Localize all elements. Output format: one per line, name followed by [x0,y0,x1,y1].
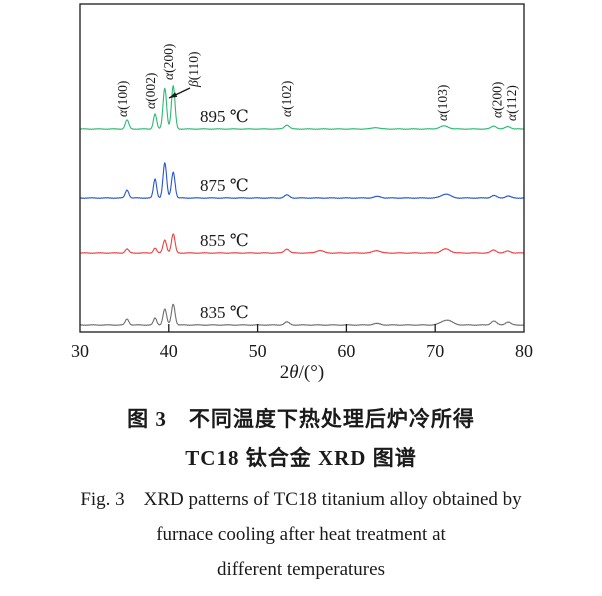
plot-border [79,3,525,333]
axis-tick-label: 40 [160,341,178,361]
caption-en-line2: furnace cooling after heat treatment at [156,524,446,545]
xrd-trace-4 [79,303,525,326]
caption-en-line3: different temperatures [217,559,385,580]
peak-label-8: α(112) [504,85,519,121]
peak-label-4: β(110) [186,52,201,88]
axis-tick-label: 50 [249,341,267,361]
axis-tick-label: 80 [515,341,533,361]
caption-zh-line2: TC18 钛合金 XRD 图谱 [185,446,417,470]
axis-tick-label: 30 [71,341,89,361]
series-label-1: 895 ℃ [200,107,249,126]
series-label-4: 835 ℃ [200,303,249,322]
xrd-trace-3 [79,233,524,254]
peak-label-3: α(200) [161,44,176,80]
xrd-trace-1 [79,85,524,130]
series-label-2: 875 ℃ [200,176,249,195]
peak-label-2: α(002) [143,73,158,109]
x-axis-label: 2θ/(°) [280,362,324,383]
caption-en-line1: Fig. 3 XRD patterns of TC18 titanium all… [80,489,522,510]
annotation-arrowhead [169,92,178,98]
figure-caption: 图 3 不同温度下热处理后炉冷所得 TC18 钛合金 XRD 图谱 Fig. 3… [0,406,602,581]
axis-tick-label: 60 [337,341,355,361]
series-label-3: 855 ℃ [200,231,249,250]
peak-label-6: α(103) [435,85,450,121]
peak-label-5: α(102) [279,81,294,117]
axis-tick-label: 70 [426,341,444,361]
peak-label-7: α(200) [489,82,504,118]
xrd-trace-2 [79,162,525,199]
xrd-chart: 895 ℃ 875 ℃ 855 ℃ 835 ℃ 30 40 50 60 70 80 2θ/(°) α(… [71,3,533,383]
peak-label-1: α(100) [115,81,130,117]
caption-zh-line1: 图 3 不同温度下热处理后炉冷所得 [127,407,475,431]
